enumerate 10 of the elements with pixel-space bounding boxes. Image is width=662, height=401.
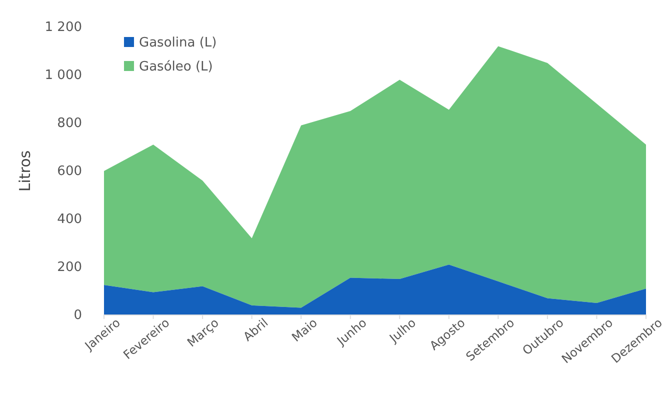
y-axis-title: Litros xyxy=(16,150,34,192)
legend-label: Gasóleo (L) xyxy=(139,60,213,75)
y-tick-label: 800 xyxy=(57,116,82,132)
y-tick-label: 400 xyxy=(57,212,82,228)
y-tick-label: 1 200 xyxy=(44,20,82,36)
legend-label: Gasolina (L) xyxy=(139,36,217,51)
y-tick-label: 1 000 xyxy=(44,68,82,84)
y-tick-label: 0 xyxy=(74,308,82,324)
y-tick-label: 200 xyxy=(57,260,82,276)
y-tick-label: 600 xyxy=(57,164,82,180)
